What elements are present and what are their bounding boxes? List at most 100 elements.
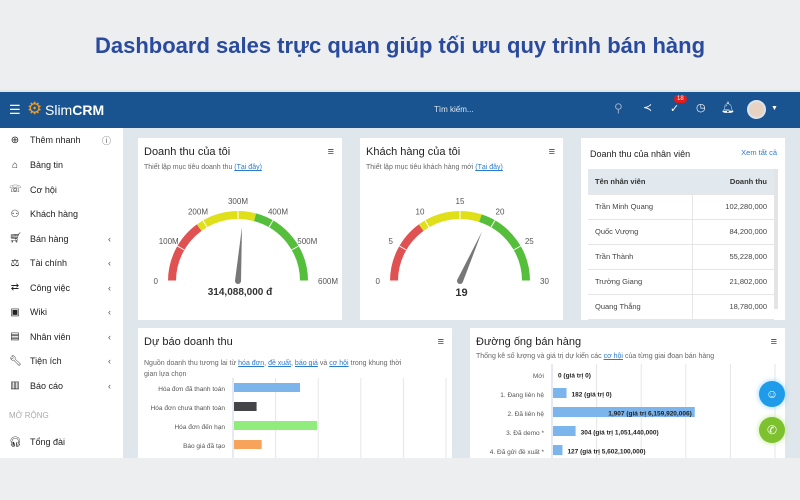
chatbot-icon[interactable]: ☺ <box>759 381 785 407</box>
gauge-band <box>168 224 202 282</box>
chevron-left-icon[interactable]: ‹ <box>108 282 111 293</box>
menu-icon[interactable]: ≡ <box>327 146 334 158</box>
gauge-needle <box>235 227 242 282</box>
help-icon[interactable]: ⓘ <box>101 135 111 146</box>
gauge-band <box>418 211 482 231</box>
section-label: MỞ RỘNG <box>9 411 49 420</box>
avatar[interactable] <box>747 100 766 119</box>
phone-call-icon[interactable]: ✆ <box>759 417 785 443</box>
gauge-tick-label: 25 <box>525 237 534 246</box>
chevron-left-icon[interactable]: ‹ <box>108 380 111 391</box>
sidebar-item-label: Khách hàng <box>30 209 79 219</box>
quick-add[interactable]: ⊕ Thêm nhanh ⓘ <box>0 128 123 152</box>
gauge-tick-label: 20 <box>496 208 505 217</box>
menu-icon[interactable]: ≡ <box>770 336 777 348</box>
logo[interactable]: SlimCRM <box>45 102 104 118</box>
pipeline-chart: Mới 0 (giá trị 0) 1. Đang liên hệ 182 (giá … <box>490 364 776 458</box>
data-label: 127 (giá trị 5,602,100,000) <box>567 449 645 456</box>
forecast-chart: Hóa đơn đã thanh toán Hóa đơn chưa thanh … <box>151 378 447 458</box>
table-row[interactable]: Trường Giang 21,802,000 <box>588 269 774 295</box>
subtitle-text: Thống kê số lượng và giá trị dự kiến các <box>476 353 602 360</box>
table-row[interactable]: Trần Thành 55,228,000 <box>588 244 774 270</box>
data-label: 1,907 (giá trị 6,159,920,006) <box>608 411 691 418</box>
staff-table: Tên nhân viên Doanh thu Trần Minh Quang 10… <box>588 169 774 320</box>
sidebar-item[interactable]: ▥ Báo cáo ‹ <box>0 374 123 398</box>
crm-app: ☰ ⚙ SlimCRM Tìm kiếm... ⚲ ≺ ✓ 18 ◷ 🔔︎ ▼ … <box>0 90 800 458</box>
wiki-icon: ▣ <box>10 306 20 318</box>
gauge-band <box>253 213 308 282</box>
category-label: Báo giá đã tạo <box>183 443 225 450</box>
gauge-tick-label: 600M <box>318 277 338 286</box>
quote-link[interactable]: báo giá <box>294 360 318 367</box>
gauge-tick <box>399 245 407 251</box>
sidebar-item[interactable]: ⚇ Khách hàng <box>0 202 123 226</box>
sidebar-item[interactable]: 🛒︎ Bán hàng ‹ <box>0 227 123 251</box>
scale-icon: ⚖ <box>10 257 20 269</box>
plus-circle-icon: ⊕ <box>10 134 20 146</box>
customer-gauge: 0 5 10 15 20 25 30 <box>376 197 550 286</box>
bar <box>553 445 563 455</box>
bar <box>234 383 301 392</box>
chevron-left-icon[interactable]: ‹ <box>108 233 111 244</box>
menu-icon[interactable]: ≡ <box>548 146 555 158</box>
card-title: Doanh thu của tôi <box>144 146 231 158</box>
card-title: Doanh thu của nhân viên <box>590 149 691 159</box>
cart-icon: 🛒︎ <box>9 233 22 244</box>
check-icon[interactable]: ✓ <box>670 103 680 115</box>
invoice-link[interactable]: hóa đơn <box>238 360 265 367</box>
hero-title: Dashboard sales trực quan giúp tối ưu qu… <box>94 33 706 58</box>
share-icon[interactable]: ≺ <box>643 102 653 114</box>
sidebar-item[interactable]: ⚖ Tài chính ‹ <box>0 251 123 275</box>
category-label: Hóa đơn đến hạn <box>174 422 225 431</box>
sidebar-item[interactable]: 🔧︎ Tiện ích ‹ <box>0 349 123 373</box>
subtitle-text: Nguồn doanh thu tương lai từ <box>144 360 237 367</box>
search-input[interactable]: Tìm kiếm... <box>434 105 474 114</box>
bell-icon[interactable]: 🔔︎ <box>721 102 735 114</box>
table-row[interactable]: Quang Thắng 18,780,000 <box>588 294 774 320</box>
proposal-link[interactable]: đề xuất <box>268 360 292 367</box>
category-label: 3. Đã demo * <box>506 430 544 437</box>
sidebar-item[interactable]: ▤ Nhân viên ‹ <box>0 325 123 349</box>
card-title: Khách hàng của tôi <box>366 146 461 158</box>
gauge-needle <box>457 231 482 283</box>
opportunity-link[interactable]: cơ hội <box>329 360 349 367</box>
menu-icon[interactable]: ☰ <box>9 102 21 117</box>
pipeline-card: Đường ống bán hàng ≡ Thống kê số lượng v… <box>470 328 785 458</box>
set-target-link[interactable]: (Tại đây) <box>475 164 503 171</box>
sidebar-item[interactable]: ▣ Wiki ‹ <box>0 300 123 324</box>
gauge-tick-label: 30 <box>540 277 549 286</box>
table-row[interactable]: Trần Minh Quang 102,280,000 <box>588 194 774 220</box>
bar <box>234 402 257 411</box>
search-icon[interactable]: ⚲ <box>614 101 623 115</box>
gauge-tick-label: 0 <box>376 277 381 286</box>
set-target-link[interactable]: (Tại đây) <box>234 164 262 171</box>
gauge-tick-label: 0 <box>154 277 159 286</box>
staff-name: Quốc Vượng <box>588 219 694 245</box>
subtitle-text: trong khung thời gian lựa chọn <box>144 360 402 378</box>
menu-icon[interactable]: ≡ <box>437 336 444 348</box>
subtitle-text: Thiết lập mục tiêu doanh thu <box>144 164 233 171</box>
sidebar-item-label: Bảng tin <box>30 160 64 170</box>
sidebar-item[interactable]: ☏ Cơ hội <box>0 178 123 202</box>
home-icon: ⌂ <box>11 159 19 171</box>
chevron-left-icon[interactable]: ‹ <box>108 258 111 268</box>
chevron-left-icon[interactable]: ‹ <box>108 331 111 342</box>
sidebar-item-label: Tiện ích <box>30 356 62 366</box>
gauge-tick <box>202 220 208 228</box>
chevron-down-icon[interactable]: ▼ <box>771 105 778 112</box>
sidebar-item-tong-dai[interactable]: 🎧︎ Tổng đài <box>0 430 123 454</box>
sidebar-item[interactable]: ⇄ Công việc ‹ <box>0 276 123 300</box>
staff-name: Trường Giang <box>588 269 694 295</box>
scrollbar[interactable] <box>774 169 778 309</box>
table-row[interactable]: Quốc Vượng 84,200,000 <box>588 219 774 245</box>
sidebar: ⊕ Thêm nhanh ⓘ ⌂ Bảng tin ☏ Cơ hội ⚇ Khách hàng… <box>0 128 123 458</box>
chevron-left-icon[interactable]: ‹ <box>108 356 111 366</box>
col-revenue: Doanh thu <box>692 169 774 195</box>
view-all-link[interactable]: Xem tất cả <box>741 148 777 157</box>
clock-icon[interactable]: ◷ <box>696 102 706 114</box>
opportunity-link[interactable]: cơ hội <box>603 353 623 360</box>
card-title: Dự báo doanh thu <box>144 336 233 348</box>
sidebar-item[interactable]: ⌂ Bảng tin <box>0 153 123 177</box>
logo-bold: CRM <box>72 102 105 118</box>
chevron-left-icon[interactable]: ‹ <box>108 307 111 317</box>
